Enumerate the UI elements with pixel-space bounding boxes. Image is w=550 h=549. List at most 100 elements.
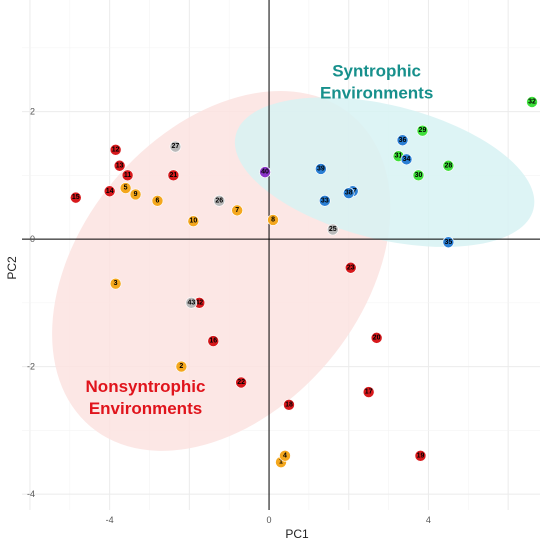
y-tick-label: 0	[30, 234, 35, 244]
data-point-label: 42	[195, 299, 203, 306]
data-point: 29	[416, 124, 429, 137]
x-axis-title: PC1	[285, 527, 309, 541]
data-point-marker	[119, 182, 132, 194]
data-point: 9	[129, 188, 142, 201]
y-axis-title: PC2	[5, 256, 19, 280]
data-point-label: 21	[170, 172, 178, 179]
data-point-marker	[187, 215, 200, 228]
region-label-line: Nonsyntrophic	[86, 377, 206, 396]
data-point-label: 13	[116, 162, 124, 169]
x-tick-label: -4	[106, 515, 114, 525]
y-tick-label: -4	[27, 489, 35, 499]
region-label-line: Environments	[89, 399, 202, 418]
data-point-label: 38	[345, 190, 353, 197]
zero-lines	[22, 0, 540, 510]
data-point: 5	[119, 182, 132, 194]
data-point-marker	[169, 140, 182, 153]
data-point: 22	[235, 376, 247, 389]
data-point-marker	[416, 124, 429, 137]
data-point-marker	[113, 159, 126, 172]
data-point-label: 30	[415, 172, 423, 179]
data-point: 26	[213, 195, 226, 207]
points: 1234567891011121314151617181920212223242…	[69, 96, 538, 468]
data-point-label: 28	[444, 162, 452, 169]
data-point: 25	[326, 223, 339, 236]
data-point: 18	[283, 399, 295, 411]
data-point-label: 33	[321, 197, 329, 204]
y-tick-label: 2	[30, 107, 35, 117]
data-point: 19	[414, 450, 427, 462]
data-point-marker	[362, 386, 375, 398]
data-point: 30	[412, 169, 425, 182]
x-tick-label: 0	[267, 515, 272, 525]
data-point: 6	[151, 195, 164, 207]
data-point-marker	[109, 277, 122, 290]
data-point-marker	[283, 399, 295, 411]
data-point-label: 6	[156, 197, 160, 204]
data-point-label: 39	[317, 165, 325, 172]
ticks: -4 0 4 -4 -2 0 2	[27, 107, 431, 525]
data-point-marker	[326, 223, 339, 236]
data-point-label: 31	[395, 153, 403, 160]
data-point-marker	[442, 236, 455, 249]
data-point-marker	[396, 134, 409, 147]
data-point-label: 25	[329, 226, 337, 233]
data-point-marker	[344, 261, 357, 274]
data-point-marker	[109, 144, 122, 156]
data-point-label: 36	[399, 137, 407, 144]
data-point-label: 32	[528, 99, 536, 106]
data-point: 39	[315, 163, 327, 175]
data-point: 4	[279, 450, 291, 462]
data-point-marker	[151, 195, 164, 207]
annotations: Syntrophic Environments Nonsyntrophic Envir…	[86, 62, 434, 419]
data-point: 11	[121, 169, 134, 182]
data-point-marker	[370, 332, 383, 344]
data-point-marker	[213, 195, 226, 207]
data-point-marker	[121, 169, 134, 182]
data-point-marker	[279, 450, 291, 462]
data-point-label: 12	[112, 146, 120, 153]
data-point: 15	[69, 191, 82, 204]
data-point: 43	[185, 297, 198, 309]
data-point: 36	[396, 134, 409, 147]
data-point-marker	[207, 335, 220, 347]
data-point: 33	[319, 195, 331, 207]
data-point: 8	[267, 214, 279, 226]
data-point-label: 9	[134, 191, 138, 198]
data-point: 12	[109, 144, 122, 156]
region-label-line: Syntrophic	[332, 62, 421, 81]
data-point-marker	[319, 195, 331, 207]
data-point: 40	[259, 166, 271, 178]
data-point-label: 3	[114, 280, 118, 287]
data-point-label: 35	[444, 239, 452, 246]
data-point-marker	[342, 187, 355, 199]
data-point: 20	[370, 332, 383, 344]
data-point-marker	[235, 376, 247, 389]
data-point-marker	[400, 153, 413, 166]
data-point-label: 23	[347, 264, 355, 271]
data-point-label: 17	[365, 389, 373, 396]
data-point-label: 18	[285, 401, 293, 408]
ellipses	[52, 91, 535, 451]
data-point-marker	[231, 204, 243, 217]
data-point: 34	[400, 153, 413, 166]
data-point: 28	[442, 159, 455, 172]
data-point: 10	[187, 215, 200, 228]
data-point-label: 29	[419, 127, 427, 134]
data-point-label: 10	[189, 218, 197, 225]
data-point-label: 22	[237, 379, 245, 386]
data-point-marker	[69, 191, 82, 204]
data-point: 38	[342, 187, 355, 199]
data-point: 3	[109, 277, 122, 290]
data-point: 21	[167, 169, 180, 182]
data-point-marker	[185, 297, 198, 309]
data-point-marker	[442, 159, 455, 172]
data-point-label: 14	[106, 188, 114, 195]
data-point: 14	[103, 185, 116, 198]
data-point-label: 34	[403, 156, 411, 163]
x-tick-label: 4	[426, 515, 431, 525]
data-point-marker	[526, 96, 538, 108]
data-point-label: 16	[209, 338, 217, 345]
data-point-label: 26	[215, 197, 223, 204]
data-point-marker	[267, 214, 279, 226]
